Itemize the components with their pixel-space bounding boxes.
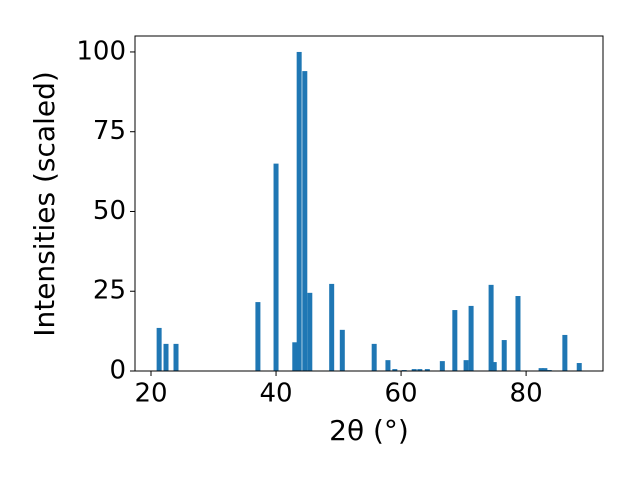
x-tick-label: 60 (385, 379, 418, 409)
bar (156, 327, 162, 371)
bar (371, 343, 377, 371)
x-tick-label: 80 (510, 379, 543, 409)
bar (392, 369, 398, 371)
y-tick-label: 50 (93, 196, 126, 226)
y-tick-label: 25 (93, 276, 126, 306)
plot-frame (134, 35, 604, 372)
bar (292, 342, 298, 371)
bar (173, 343, 179, 371)
bar (339, 329, 345, 371)
x-tick-label: 20 (134, 379, 167, 409)
x-tick-label: 40 (259, 379, 292, 409)
bar (163, 343, 169, 371)
bar (468, 305, 474, 371)
bar (491, 362, 497, 371)
bar (501, 340, 507, 371)
bar (452, 310, 458, 371)
bar (488, 284, 494, 371)
y-tick-label: 100 (76, 36, 126, 66)
bar (542, 368, 548, 371)
bar (417, 369, 423, 371)
bar (538, 368, 544, 371)
bar (296, 51, 302, 371)
bar (329, 283, 335, 371)
bar (385, 360, 391, 371)
y-tick-label: 75 (93, 116, 126, 146)
bar (411, 369, 417, 371)
bar (307, 292, 313, 371)
bar (463, 360, 469, 371)
bar (515, 296, 521, 371)
bar (439, 361, 445, 371)
y-axis-label: Intensities (scaled) (28, 71, 61, 337)
bar (273, 163, 279, 371)
bar (255, 302, 261, 371)
bar (562, 334, 568, 371)
bar (424, 369, 430, 371)
bar (576, 363, 582, 371)
y-tick-label: 0 (109, 356, 126, 386)
x-axis-label: 2θ (°) (329, 414, 409, 447)
bar (302, 71, 308, 371)
